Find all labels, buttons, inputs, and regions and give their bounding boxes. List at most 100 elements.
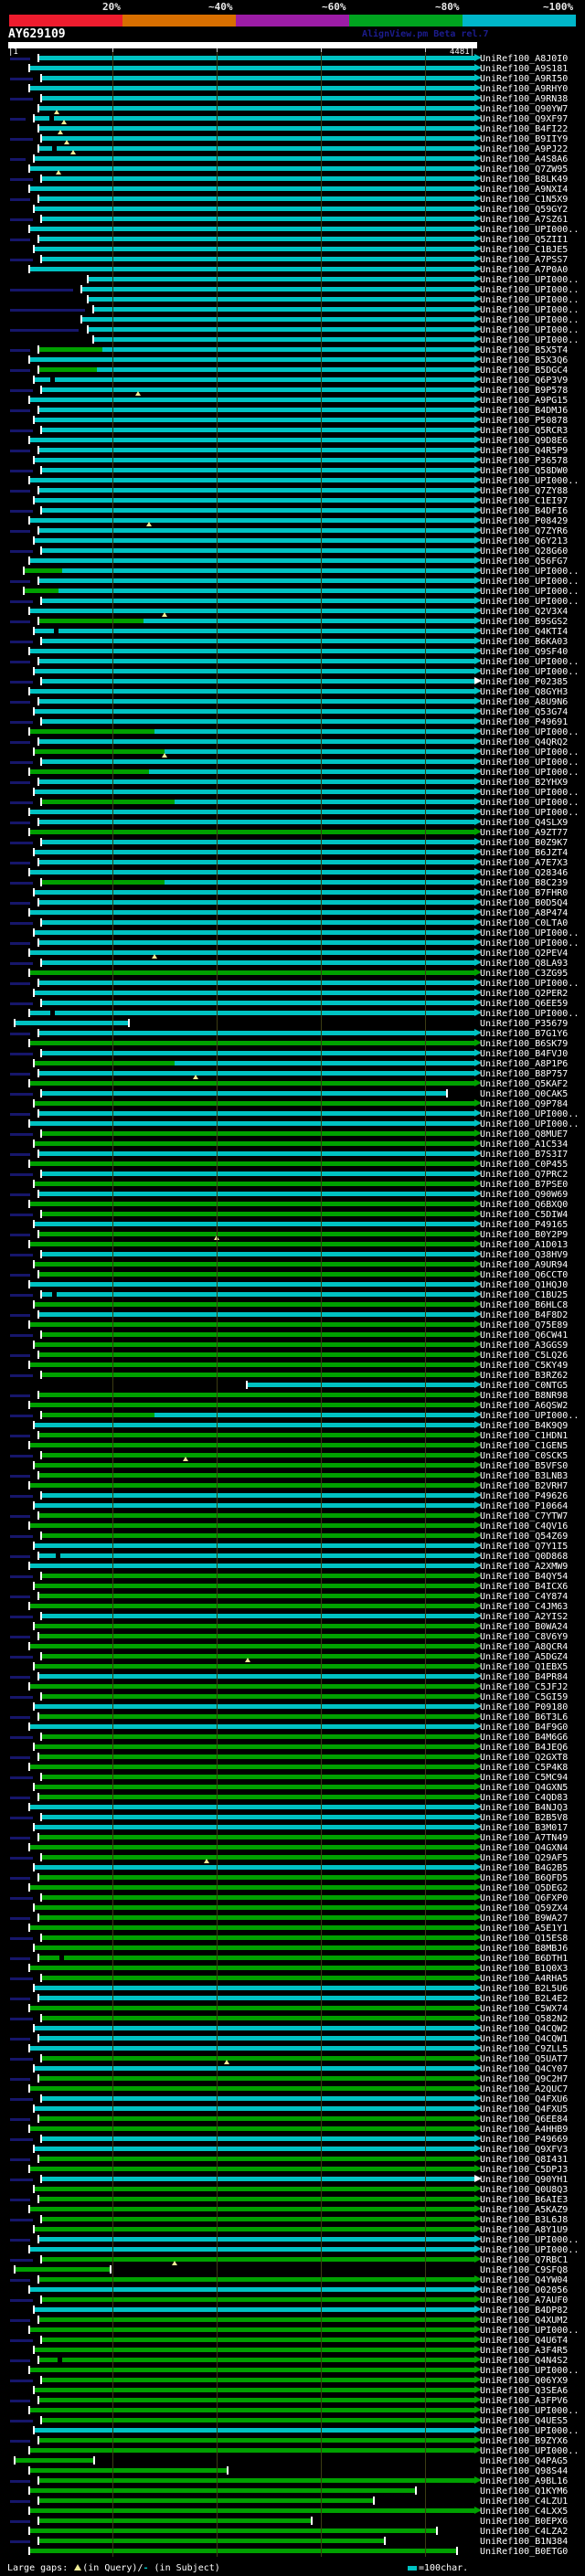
hit-row[interactable]: UniRef100_Q58DW0 xyxy=(0,466,585,476)
hit-label[interactable]: UniRef100_Q59ZX4 xyxy=(480,1903,569,1913)
hit-bar-segment[interactable] xyxy=(23,588,58,593)
hit-row[interactable]: UniRef100_B0ETG0 xyxy=(0,2547,585,2557)
hit-bar-segment[interactable] xyxy=(37,448,475,452)
hit-label[interactable]: UniRef100_C1BJE5 xyxy=(480,245,569,255)
hit-bar-segment[interactable] xyxy=(41,840,475,844)
hit-bar-segment[interactable] xyxy=(29,518,475,523)
hit-bar-segment[interactable] xyxy=(164,880,475,885)
hit-row[interactable]: UniRef100_C5MC94 xyxy=(0,1773,585,1783)
hit-row[interactable]: UniRef100_Q5RCR3 xyxy=(0,426,585,436)
hit-bar-segment[interactable] xyxy=(37,1956,475,1960)
hit-label[interactable]: UniRef100_Q5KAF2 xyxy=(480,1079,569,1089)
hit-row[interactable]: UniRef100_B8C239 xyxy=(0,878,585,888)
hit-bar-segment[interactable] xyxy=(29,1604,475,1608)
hit-bar-segment[interactable] xyxy=(37,1674,475,1679)
hit-bar-segment[interactable] xyxy=(29,2408,475,2412)
hit-row[interactable]: UniRef100_Q4XUM2 xyxy=(0,2316,585,2326)
hit-bar-segment[interactable] xyxy=(37,1594,475,1598)
hit-row[interactable]: UniRef100_B6KA03 xyxy=(0,637,585,647)
hit-bar-segment[interactable] xyxy=(34,2348,475,2352)
hit-bar-segment[interactable] xyxy=(37,820,475,824)
hit-row[interactable]: UniRef100_UPI000.. xyxy=(0,928,585,938)
hit-bar-segment[interactable] xyxy=(34,2187,475,2191)
hit-row[interactable]: UniRef100_B4DP82 xyxy=(0,2306,585,2316)
hit-row[interactable]: UniRef100_P49669 xyxy=(0,2135,585,2145)
hit-label[interactable]: UniRef100_UPI000.. xyxy=(480,587,580,597)
hit-bar-segment[interactable] xyxy=(34,669,475,673)
hit-label[interactable]: UniRef100_Q8MUE7 xyxy=(480,1129,569,1140)
hit-bar-segment[interactable] xyxy=(34,1584,475,1588)
hit-label[interactable]: UniRef100_Q4CQW2 xyxy=(480,2024,569,2034)
hit-bar-segment[interactable] xyxy=(37,126,475,131)
hit-label[interactable]: UniRef100_P02385 xyxy=(480,677,569,687)
hit-row[interactable]: UniRef100_C0SCK5 xyxy=(0,1451,585,1461)
hit-row[interactable]: UniRef100_B4G2B5 xyxy=(0,1863,585,1873)
hit-row[interactable]: UniRef100_Q15ES8 xyxy=(0,1934,585,1944)
hit-label[interactable]: UniRef100_UPI000.. xyxy=(480,979,580,989)
hit-row[interactable]: UniRef100_Q4YW04 xyxy=(0,2275,585,2285)
hit-bar-segment[interactable] xyxy=(41,2096,475,2101)
hit-label[interactable]: UniRef100_Q2V3X4 xyxy=(480,607,569,617)
hit-bar-segment[interactable] xyxy=(34,1704,475,1709)
hit-row[interactable]: UniRef100_B9WA27 xyxy=(0,1913,585,1924)
hit-label[interactable]: UniRef100_Q29AF5 xyxy=(480,1853,569,1863)
hit-row[interactable]: UniRef100_Q90YW7 xyxy=(0,104,585,114)
hit-row[interactable]: UniRef100_B7S3I7 xyxy=(0,1150,585,1160)
hit-bar-segment[interactable] xyxy=(41,1533,475,1538)
hit-label[interactable]: UniRef100_Q8LA93 xyxy=(480,959,569,969)
hit-label[interactable]: UniRef100_A5DGZ4 xyxy=(480,1652,569,1662)
hit-row[interactable]: UniRef100_B6T3L6 xyxy=(0,1712,585,1723)
hit-row[interactable]: UniRef100_UPI000.. xyxy=(0,657,585,667)
hit-row[interactable]: UniRef100_C4JM63 xyxy=(0,1602,585,1612)
hit-bar-segment[interactable] xyxy=(29,1644,475,1648)
hit-label[interactable]: UniRef100_B1N384 xyxy=(480,2537,569,2547)
hit-bar-segment[interactable] xyxy=(34,2428,475,2433)
hit-label[interactable]: UniRef100_A9RN38 xyxy=(480,94,569,104)
hit-bar-segment[interactable] xyxy=(34,1503,475,1508)
hit-row[interactable]: UniRef100_C4LZU1 xyxy=(0,2496,585,2507)
hit-bar-segment[interactable] xyxy=(41,1935,475,1940)
hit-bar-segment[interactable] xyxy=(37,237,475,241)
hit-row[interactable]: UniRef100_Q9SF40 xyxy=(0,647,585,657)
hit-bar-segment[interactable] xyxy=(37,1393,475,1397)
hit-label[interactable]: UniRef100_Q6BXQ0 xyxy=(480,1200,569,1210)
hit-bar-segment[interactable] xyxy=(29,1202,475,1206)
hit-row[interactable]: UniRef100_A9RI50 xyxy=(0,74,585,84)
hit-label[interactable]: UniRef100_Q56FG7 xyxy=(480,557,569,567)
hit-label[interactable]: UniRef100_UPI000.. xyxy=(480,788,580,798)
hit-bar-segment[interactable] xyxy=(37,2237,475,2242)
hit-row[interactable]: UniRef100_UPI000.. xyxy=(0,587,585,597)
hit-row[interactable]: UniRef100_C5JFJ2 xyxy=(0,1682,585,1692)
hit-bar-segment[interactable] xyxy=(29,1081,475,1086)
hit-row[interactable]: UniRef100_B4JEQ6 xyxy=(0,1743,585,1753)
hit-bar-segment[interactable] xyxy=(37,2157,475,2161)
hit-label[interactable]: UniRef100_A7P0A0 xyxy=(480,265,569,275)
hit-row[interactable]: UniRef100_A3FPV6 xyxy=(0,2396,585,2406)
hit-row[interactable]: UniRef100_B6JZT4 xyxy=(0,848,585,858)
hit-row[interactable]: UniRef100_C9SFQ8 xyxy=(0,2265,585,2275)
hit-row[interactable]: UniRef100_Q9C2H7 xyxy=(0,2074,585,2084)
hit-row[interactable]: UniRef100_Q4CQW1 xyxy=(0,2034,585,2044)
hit-bar-segment[interactable] xyxy=(29,1564,475,1568)
hit-bar-segment[interactable] xyxy=(34,1182,475,1186)
hit-label[interactable]: UniRef100_A8QCR4 xyxy=(480,1642,569,1652)
hit-label[interactable]: UniRef100_Q4QRQ2 xyxy=(480,737,569,747)
hit-label[interactable]: UniRef100_A2YIS2 xyxy=(480,1612,569,1622)
hit-row[interactable]: UniRef100_C1N5X9 xyxy=(0,195,585,205)
hit-bar-segment[interactable] xyxy=(41,257,475,261)
hit-bar-segment[interactable] xyxy=(29,558,475,563)
hit-label[interactable]: UniRef100_UPI000.. xyxy=(480,2406,580,2416)
hit-label[interactable]: UniRef100_Q6Y213 xyxy=(480,536,569,546)
hit-row[interactable]: UniRef100_B1N384 xyxy=(0,2537,585,2547)
hit-row[interactable]: UniRef100_Q4N4S2 xyxy=(0,2356,585,2366)
hit-label[interactable]: UniRef100_Q4KTI4 xyxy=(480,627,569,637)
hit-label[interactable]: UniRef100_Q98S44 xyxy=(480,2466,569,2476)
hit-label[interactable]: UniRef100_Q9XF97 xyxy=(480,114,569,124)
hit-label[interactable]: UniRef100_C5P4K8 xyxy=(480,1763,569,1773)
hit-row[interactable]: UniRef100_A2XMW9 xyxy=(0,1562,585,1572)
hit-row[interactable]: UniRef100_UPI000.. xyxy=(0,275,585,285)
hit-label[interactable]: UniRef100_P50878 xyxy=(480,416,569,426)
hit-bar-segment[interactable] xyxy=(34,1865,475,1870)
hit-label[interactable]: UniRef100_B0D5Q4 xyxy=(480,898,569,908)
hit-label[interactable]: UniRef100_C7YTW7 xyxy=(480,1511,569,1521)
